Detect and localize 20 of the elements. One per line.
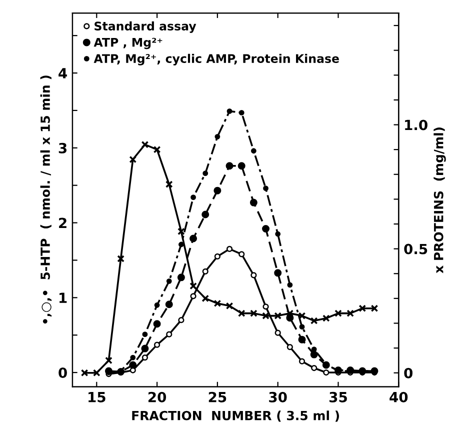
y-tick-label: 0 xyxy=(58,367,67,378)
x-axis-title: FRACTION NUMBER ( 3.5 ml ) xyxy=(132,410,339,422)
legend-label: ATP, Mg²⁺, cyclic AMP, Protein Kinase xyxy=(94,54,339,66)
y2-tick-label: 1.0 xyxy=(405,120,428,130)
legend-label: Standard assay xyxy=(94,21,196,33)
y2-tick-label: 0 xyxy=(404,368,412,378)
y-tick-label: 3 xyxy=(58,142,67,154)
x-tick-label: 25 xyxy=(208,392,226,402)
x-tick-label: 15 xyxy=(88,392,106,402)
y2-axis-title: x PROTEINS (mg/ml) xyxy=(434,128,446,274)
x-tick-label: 40 xyxy=(390,392,408,402)
y-axis-title: •,○,• 5-HTP ( nmol. / ml x 15 min ) xyxy=(40,76,52,324)
y-tick-label: 4 xyxy=(58,68,67,78)
x-tick-label: 35 xyxy=(330,392,347,402)
legend-label: ATP , Mg²⁺ xyxy=(94,38,162,50)
y-tick-label: 1 xyxy=(60,292,67,303)
y2-tick-label: 0.5 xyxy=(404,244,428,254)
x-tick-label: 20 xyxy=(148,392,166,402)
y-tick-label: 2 xyxy=(59,218,66,228)
x-tick-label: 30 xyxy=(269,392,287,402)
